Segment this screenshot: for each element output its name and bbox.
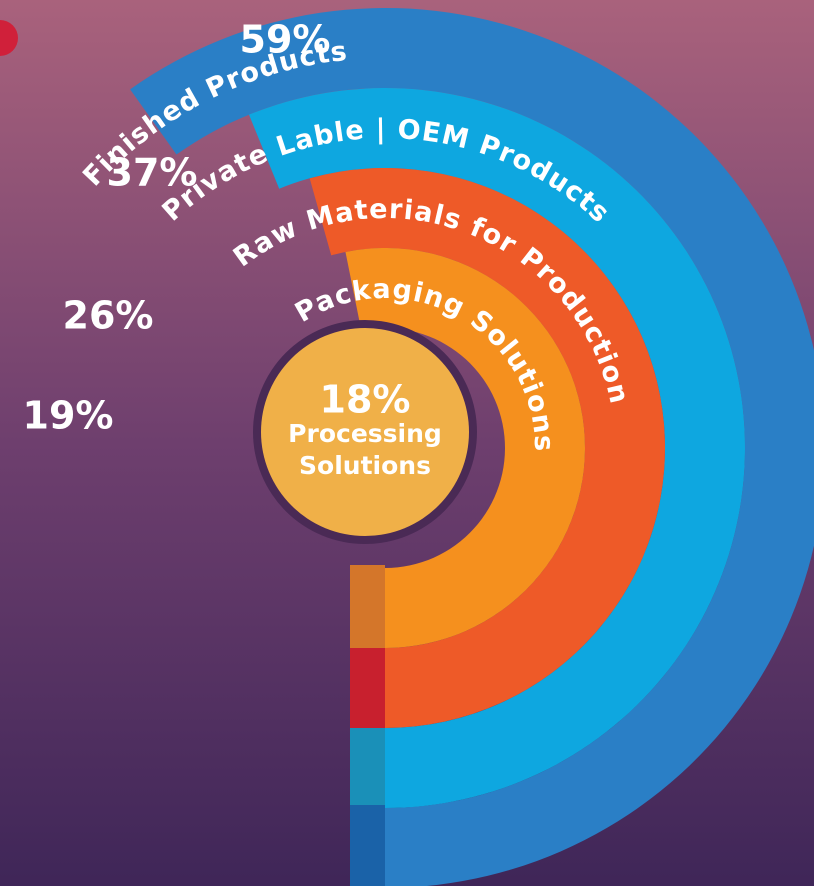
stripe xyxy=(350,565,385,648)
corner-dot xyxy=(0,20,18,56)
value-label: 26% xyxy=(63,294,154,338)
value-label: 59% xyxy=(240,18,331,62)
stripe xyxy=(350,728,385,805)
center-bubble xyxy=(261,328,469,536)
center-label-line: Solutions xyxy=(299,451,431,480)
radial-bar xyxy=(248,88,745,808)
stripe xyxy=(350,648,385,728)
radial-bar xyxy=(345,248,585,648)
value-label: 19% xyxy=(23,394,114,438)
center-label-line: Processing xyxy=(288,419,442,448)
radial-bar xyxy=(309,167,666,728)
center-value: 18% xyxy=(320,378,411,422)
stripe xyxy=(350,805,385,886)
center-label: Processing Solutions xyxy=(288,419,442,480)
radial-bar xyxy=(130,8,814,886)
value-label: 37% xyxy=(107,151,198,195)
